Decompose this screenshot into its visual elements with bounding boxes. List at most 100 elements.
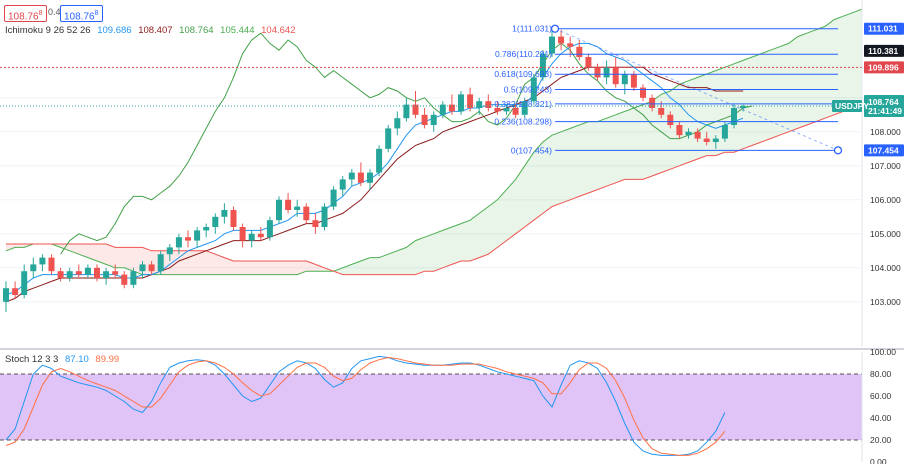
candle[interactable]	[175, 233, 182, 255]
candle[interactable]	[439, 101, 446, 119]
candle[interactable]	[194, 227, 201, 248]
candle[interactable]	[157, 250, 164, 275]
candle[interactable]	[740, 104, 747, 112]
symbol-tag-bg	[832, 99, 862, 112]
candle[interactable]	[539, 50, 546, 81]
candle[interactable]	[385, 125, 392, 153]
stoch-legend[interactable]: Stoch 12 3 3 87.10 89.99	[5, 354, 123, 365]
candle[interactable]	[285, 193, 292, 214]
candle[interactable]	[367, 169, 373, 190]
candle[interactable]	[467, 87, 474, 112]
candle[interactable]	[48, 254, 55, 275]
candle-body	[166, 247, 173, 255]
candle[interactable]	[412, 91, 419, 119]
stochastic-axis[interactable]: 0.00 20.00 40.00 60.00 80.00 100.00	[861, 347, 896, 464]
candle[interactable]	[430, 111, 437, 132]
candle[interactable]	[694, 128, 701, 142]
candle[interactable]	[94, 264, 100, 282]
stochastic-pane[interactable]	[0, 355, 862, 456]
candle[interactable]	[476, 97, 483, 115]
candle[interactable]	[3, 281, 9, 312]
candle[interactable]	[512, 104, 519, 119]
candle[interactable]	[103, 267, 110, 285]
candle[interactable]	[239, 223, 246, 248]
candle-body	[485, 101, 492, 108]
candle[interactable]	[12, 281, 19, 299]
candle[interactable]	[30, 257, 37, 278]
candle[interactable]	[66, 267, 73, 282]
fibonacci-retracement[interactable]: 1(111.031) 0.786(110.281) 0.618(109.693) 0.…	[494, 24, 843, 156]
candle[interactable]	[294, 199, 301, 217]
candle-body	[403, 104, 410, 119]
candle[interactable]	[458, 91, 464, 115]
candle[interactable]	[403, 97, 410, 122]
candle[interactable]	[303, 203, 310, 224]
candle-body	[503, 108, 510, 112]
candle[interactable]	[312, 213, 319, 234]
candle[interactable]	[139, 261, 146, 278]
candle[interactable]	[521, 97, 528, 119]
candle[interactable]	[230, 206, 237, 231]
candle[interactable]	[685, 128, 692, 139]
candle-body	[221, 210, 228, 217]
candle[interactable]	[276, 196, 282, 224]
candle[interactable]	[612, 57, 619, 88]
candle[interactable]	[221, 203, 228, 224]
candle-body	[3, 288, 9, 302]
candle[interactable]	[394, 111, 401, 136]
candle[interactable]	[530, 74, 537, 105]
candle[interactable]	[39, 254, 46, 272]
candle[interactable]	[712, 135, 719, 149]
candle[interactable]	[640, 84, 646, 102]
candle[interactable]	[576, 40, 583, 61]
candle[interactable]	[630, 70, 637, 91]
candle[interactable]	[594, 63, 601, 81]
candle[interactable]	[203, 223, 210, 238]
candle[interactable]	[348, 169, 355, 187]
fib-handle-top[interactable]	[550, 24, 560, 33]
candle[interactable]	[731, 104, 737, 129]
candle[interactable]	[339, 176, 346, 197]
buy-price-button[interactable]: 108.768	[60, 5, 103, 22]
candle[interactable]	[112, 264, 119, 278]
candle[interactable]	[357, 162, 364, 187]
fib-handle-bottom[interactable]	[833, 146, 843, 155]
candle[interactable]	[721, 121, 728, 142]
candle[interactable]	[503, 104, 510, 115]
candle[interactable]	[212, 213, 219, 234]
candle[interactable]	[330, 186, 337, 210]
candle[interactable]	[376, 145, 383, 176]
candle[interactable]	[649, 94, 656, 112]
candle[interactable]	[185, 230, 191, 248]
candle[interactable]	[703, 131, 710, 146]
ichimoku-legend[interactable]: Ichimoku 9 26 52 26 109.686 108.407 108.…	[5, 25, 299, 36]
candle[interactable]	[130, 267, 137, 289]
candle[interactable]	[676, 121, 683, 139]
candlesticks[interactable]	[3, 29, 747, 312]
candle-body	[175, 237, 182, 248]
candle[interactable]	[21, 264, 28, 299]
candle[interactable]	[667, 111, 674, 129]
candle[interactable]	[248, 230, 255, 248]
candle[interactable]	[421, 108, 428, 129]
candle[interactable]	[166, 244, 173, 261]
price-axis[interactable]: 103.000 104.000 105.000 106.000 107.000 108.0…	[832, 0, 904, 346]
candle[interactable]	[148, 261, 155, 275]
candle[interactable]	[549, 29, 555, 57]
candle[interactable]	[321, 203, 328, 231]
candle[interactable]	[448, 94, 455, 115]
sell-price-button[interactable]: 108.768	[4, 5, 47, 22]
candle[interactable]	[266, 216, 273, 241]
candle[interactable]	[558, 29, 565, 51]
candle[interactable]	[121, 271, 128, 289]
candle[interactable]	[57, 267, 64, 282]
candle[interactable]	[603, 60, 610, 85]
candle[interactable]	[485, 94, 492, 112]
fib-level-label: 0.382(108.821)	[494, 99, 552, 109]
candle[interactable]	[494, 101, 501, 115]
candle[interactable]	[567, 36, 574, 57]
candle[interactable]	[257, 227, 264, 241]
candle[interactable]	[75, 264, 82, 278]
candle[interactable]	[84, 264, 91, 278]
